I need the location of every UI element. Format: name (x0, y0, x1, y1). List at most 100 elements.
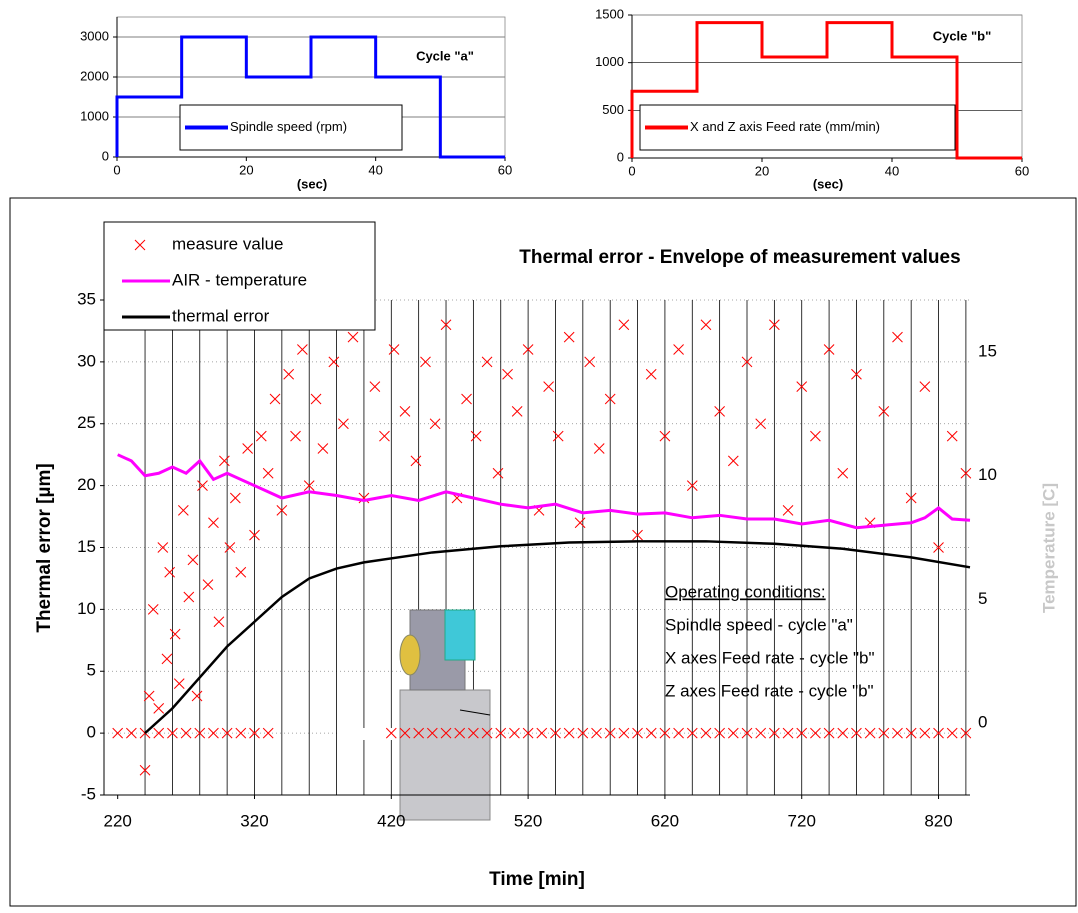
scatter-point (892, 727, 903, 739)
scatter-point (328, 356, 340, 368)
scatter-point (782, 727, 794, 739)
scatter-point (522, 344, 534, 355)
scatter-point (645, 727, 657, 739)
scatter-point (727, 727, 739, 739)
x-tick-label: 60 (1015, 163, 1029, 178)
step-line (630, 21, 1022, 160)
annotation: Cycle "a" (416, 48, 474, 63)
y2-tick-label: 15 (978, 341, 997, 360)
scatter-point (379, 430, 390, 442)
machine-part (444, 609, 476, 661)
scatter-point (388, 344, 400, 355)
scatter-point (878, 727, 890, 739)
x-tick-label: 0 (628, 163, 635, 178)
y-tick-label: 10 (77, 599, 96, 618)
y-tick-label: 1000 (595, 54, 624, 69)
scatter-point (262, 467, 274, 479)
legend-box (639, 104, 956, 151)
scatter-point (632, 727, 643, 739)
scatter-point (235, 566, 247, 578)
y-tick-label: 35 (77, 289, 96, 308)
legend-label: Spindle speed (rpm) (230, 119, 347, 134)
scatter-point (933, 542, 944, 553)
scatter-point (413, 727, 425, 739)
scatter-point (224, 542, 236, 553)
x-tick-label: 820 (924, 811, 952, 830)
scatter-point (139, 764, 151, 776)
scatter-point (180, 727, 192, 739)
scatter-point (552, 430, 564, 442)
scatter-point (153, 703, 165, 714)
scatter-point (673, 727, 684, 739)
x-tick-label: 620 (651, 811, 679, 830)
machine-part (399, 634, 421, 676)
scatter-point (481, 356, 493, 368)
scatter-point (161, 653, 173, 665)
scatter-point (317, 443, 329, 454)
scatter-point (543, 381, 554, 392)
scatter-point (604, 727, 616, 739)
annotation: Z axes Feed rate - cycle "b" (665, 681, 874, 700)
y-axis-label: Thermal error [µm] (34, 463, 55, 632)
x-axis-label: (sec) (297, 176, 327, 191)
scatter-point (604, 393, 616, 405)
scatter-point (290, 430, 301, 442)
scatter-point (727, 455, 739, 467)
annotation: Spindle speed - cycle "a" (665, 615, 853, 634)
scatter-point (919, 381, 931, 392)
scatter-point (837, 727, 849, 739)
scatter-point (440, 319, 452, 331)
x-tick-label: 720 (788, 811, 816, 830)
y-tick-label: 30 (77, 351, 96, 370)
scatter-point (946, 430, 958, 442)
scatter-point (187, 554, 199, 566)
scatter-point (700, 319, 712, 331)
machine-image (399, 609, 491, 821)
scatter-point (420, 356, 431, 368)
scatter-point (577, 727, 589, 739)
scatter-point (495, 727, 507, 739)
scatter-point (410, 455, 422, 467)
scatter-point (164, 566, 176, 578)
annotation: Cycle "b" (933, 28, 992, 43)
chart-title: Thermal error - Envelope of measurement … (519, 247, 960, 268)
scatter-point (851, 368, 862, 380)
x-tick-label: 220 (103, 811, 131, 830)
scatter-point (892, 331, 903, 343)
scatter-point (167, 727, 178, 739)
scatter-point (563, 331, 575, 343)
annotation: Operating conditions: (665, 582, 826, 601)
y-tick-label: 20 (77, 475, 96, 494)
scatter-point (147, 604, 159, 615)
y-tick-label: 2000 (80, 68, 109, 83)
main-frame (9, 197, 1077, 907)
scatter-point (461, 393, 472, 405)
y-tick-label: 25 (77, 413, 96, 432)
scatter-point (399, 406, 411, 417)
scatter-point (242, 443, 254, 454)
scatter-point (426, 727, 438, 739)
scatter-point (219, 455, 230, 467)
scatter-point (183, 591, 195, 603)
x-tick-label: 520 (514, 811, 542, 830)
scatter-point (208, 517, 219, 529)
x-tick-label: 20 (755, 163, 769, 178)
scatter-point (369, 381, 381, 392)
scatter-point (618, 727, 630, 739)
scatter-point (563, 727, 575, 739)
scatter-point (297, 344, 308, 355)
scatter-point (522, 727, 534, 739)
scatter-point (593, 443, 605, 454)
scatter-point (632, 529, 643, 541)
y-tick-label: 0 (87, 723, 96, 742)
scatter-point (645, 368, 657, 380)
scatter-point (338, 418, 349, 430)
y2-tick-label: 5 (978, 589, 987, 608)
y-tick-label: 15 (77, 537, 96, 556)
scatter-point (385, 727, 397, 739)
scatter-point (235, 727, 247, 739)
scatter-point (741, 727, 753, 739)
scatter-point (511, 406, 523, 417)
legend-label: X and Z axis Feed rate (mm/min) (690, 119, 880, 134)
y-tick-label: 3000 (80, 28, 109, 43)
